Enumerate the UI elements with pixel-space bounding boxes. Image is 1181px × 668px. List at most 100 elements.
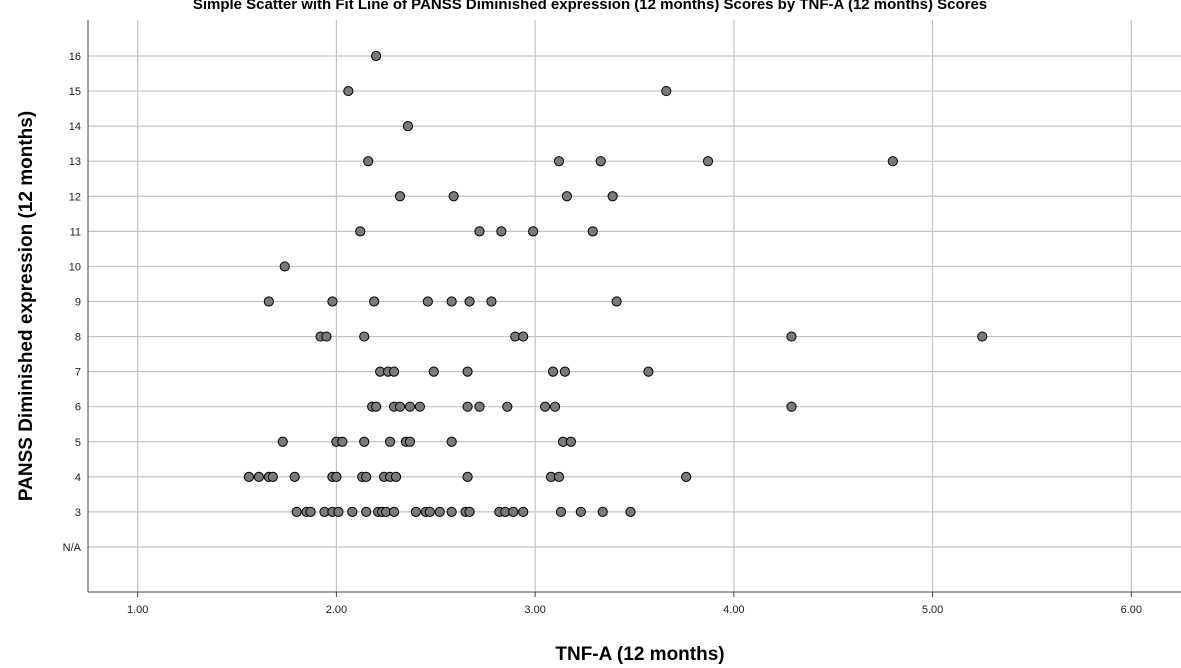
data-point [371,50,382,62]
data-point [643,366,654,377]
data-point [553,156,565,167]
data-point [388,366,400,377]
data-point [565,436,577,447]
data-point [384,436,396,447]
data-point [464,296,475,307]
gridlines [88,20,1181,592]
data-point [321,331,332,342]
data-point [518,331,529,342]
data-point [327,296,338,307]
y-tick-label: 15 [69,86,81,98]
data-point [549,401,561,412]
y-axis-title: PANSS Diminished expression (12 months) [16,111,37,501]
data-point [404,401,416,412]
data-point [462,366,473,377]
data-point [422,296,433,307]
data-point [446,506,457,518]
y-tick-label: 12 [69,191,81,203]
data-point [625,506,636,518]
data-point [528,226,539,237]
data-point [359,436,370,447]
data-point [424,506,435,518]
data-points [243,50,988,518]
data-point [518,506,529,518]
chart-title: Simple Scatter with Fit Line of PANSS Di… [193,0,987,13]
data-point [474,401,485,412]
data-point [462,471,473,482]
data-point [786,401,797,412]
data-point [394,401,406,412]
x-tick-label: 5.00 [922,604,943,616]
data-point [253,471,265,482]
x-tick-label: 6.00 [1121,604,1142,616]
data-point [977,331,988,342]
data-point [597,506,608,518]
y-tick-label: 10 [69,261,81,273]
x-tick-label: 1.00 [127,604,148,616]
data-point [361,506,372,518]
y-tick-label: 4 [75,472,81,484]
axes [87,20,1181,597]
data-point [333,506,344,518]
data-point [337,436,348,447]
data-point [394,191,406,202]
data-point [555,506,567,518]
data-point [448,191,459,202]
y-tick-label: 8 [75,332,81,344]
y-tick-label: 5 [75,437,81,449]
data-point [289,471,300,482]
data-point [595,156,606,167]
data-point [661,85,672,97]
data-point [402,121,414,132]
data-point [474,226,485,237]
data-point [611,296,622,307]
x-tick-label: 4.00 [723,604,744,616]
y-tick-label: 7 [75,367,81,379]
data-point [331,471,342,482]
y-tick-label: 14 [69,121,81,133]
data-point [279,261,290,272]
data-point [347,506,358,518]
y-tick-label: 9 [75,296,81,308]
data-point [575,506,586,518]
data-point [547,366,559,377]
data-point [502,401,513,412]
tick-labels: N/A 3 4 5 6 7 8 9 10 11 12 13 14 15 16 1.00 2.00 3.00 4.00… [63,51,1142,616]
data-point [508,506,519,518]
x-tick-label: 2.00 [326,604,347,616]
data-point [371,401,382,412]
data-point [559,366,571,377]
data-point [553,471,565,482]
data-point [355,226,366,237]
data-point [786,331,797,342]
x-axis-title: TNF-A (12 months) [555,644,724,665]
y-tick-label: N/A [63,542,82,554]
data-point [305,506,316,518]
data-point [496,226,507,237]
y-tick-label: 13 [69,156,81,168]
y-tick-label: 3 [75,507,81,519]
data-point [388,506,400,518]
data-point [428,366,439,377]
data-point [446,436,457,447]
data-point [887,156,898,167]
data-point [277,436,288,447]
data-point [404,436,416,447]
data-point [361,471,372,482]
data-point [343,85,354,97]
x-tick-label: 3.00 [524,604,545,616]
data-point [414,401,425,412]
data-point [434,506,445,518]
data-point [587,226,598,237]
data-point [607,191,618,202]
data-point [702,156,714,167]
data-point [539,401,551,412]
data-point [462,401,473,412]
data-point [263,296,274,307]
data-point [243,471,255,482]
data-point [359,331,370,342]
y-tick-label: 16 [69,51,81,63]
data-point [561,191,573,202]
data-point [464,506,475,518]
